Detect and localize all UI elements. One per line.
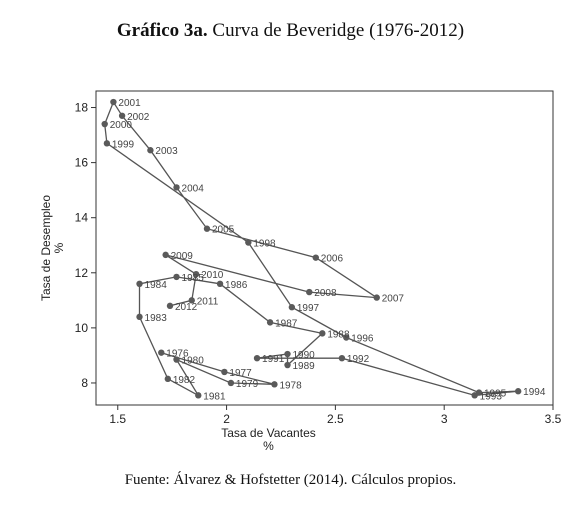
data-point-1987: [266, 319, 274, 326]
data-point-1991: [253, 354, 261, 362]
data-point-2008: [306, 288, 313, 296]
point-label-2003: 2003: [155, 146, 178, 157]
data-point-2006: [312, 254, 319, 261]
chart-title-text: Curva de Beveridge (1976-2012): [207, 20, 465, 41]
data-point-1995: [475, 389, 483, 396]
point-label-2011: 2011: [197, 296, 219, 307]
y-tick-label: 18: [75, 101, 89, 115]
data-point-2000: [101, 120, 108, 128]
data-point-2005: [203, 225, 211, 232]
data-point-1989: [284, 361, 291, 369]
data-point-1998: [245, 239, 252, 246]
x-axis-label: Tasa de Vacantes: [221, 426, 316, 440]
data-points: [101, 98, 522, 399]
data-point-1979: [227, 379, 235, 387]
data-point-2003: [147, 147, 154, 154]
point-label-2008: 2008: [314, 288, 337, 299]
data-point-1985: [173, 273, 180, 281]
y-axis-label: Tasa de Desempleo: [39, 195, 53, 301]
data-point-2010: [192, 270, 200, 278]
point-label-2001: 2001: [118, 98, 141, 109]
y-axis-unit: %: [52, 242, 66, 253]
y-tick-label: 16: [75, 156, 89, 170]
axis-ticks: 1.5 2 2.5 3 3.5 8 10 12 14 16 18: [75, 101, 562, 426]
point-label-2007: 2007: [382, 294, 405, 305]
point-label-2004: 2004: [182, 183, 205, 194]
point-label-1979: 1979: [236, 379, 259, 390]
point-label-1993: 1993: [480, 391, 503, 402]
data-point-1994: [514, 388, 522, 395]
x-axis-unit: %: [263, 439, 274, 453]
point-label-1996: 1996: [351, 334, 374, 345]
point-label-2006: 2006: [321, 254, 344, 265]
data-point-1978: [271, 381, 278, 388]
data-point-1982: [164, 375, 172, 383]
data-point-2001: [110, 98, 117, 106]
point-label-1987: 1987: [275, 318, 298, 329]
point-label-1981: 1981: [203, 391, 226, 402]
x-tick-label: 2: [223, 412, 230, 426]
point-label-1983: 1983: [145, 313, 168, 324]
data-point-2004: [173, 184, 180, 191]
x-tick-label: 3: [441, 412, 448, 426]
point-label-2005: 2005: [212, 225, 235, 236]
point-label-1998: 1998: [253, 238, 276, 249]
data-point-1976: [158, 349, 165, 356]
data-point-1999: [103, 140, 111, 147]
data-point-1983: [136, 313, 143, 321]
data-point-1984: [136, 280, 143, 288]
x-tick-label: 3.5: [545, 412, 562, 426]
data-point-2011: [188, 297, 195, 304]
x-tick-label: 2.5: [327, 412, 344, 426]
y-tick-label: 14: [75, 211, 89, 225]
chart-title: Gráfico 3a. Curva de Beveridge (1976-201…: [0, 20, 581, 42]
x-tick-label: 1.5: [109, 412, 126, 426]
data-point-1988: [319, 330, 326, 337]
point-label-1980: 1980: [182, 356, 205, 367]
y-tick-label: 8: [81, 376, 88, 390]
point-label-1977: 1977: [229, 368, 252, 379]
point-label-1995: 1995: [484, 389, 507, 400]
data-point-1997: [288, 304, 296, 311]
point-label-2000: 2000: [110, 120, 133, 131]
point-label-1989: 1989: [293, 361, 316, 372]
point-label-1984: 1984: [145, 280, 168, 291]
point-label-1997: 1997: [297, 303, 320, 314]
point-label-2010: 2010: [201, 270, 224, 281]
point-label-1985: 1985: [182, 273, 205, 284]
data-point-1990: [284, 350, 291, 358]
point-label-1992: 1992: [347, 354, 370, 365]
point-label-1986: 1986: [225, 280, 248, 291]
point-label-2002: 2002: [127, 112, 150, 123]
y-tick-label: 10: [75, 321, 89, 335]
data-point-2012: [166, 302, 174, 310]
point-label-1991: 1991: [262, 354, 285, 365]
data-point-1977: [221, 368, 228, 376]
point-label-1976: 1976: [166, 349, 189, 360]
point-label-1999: 1999: [112, 139, 135, 150]
source-note: Fuente: Álvarez & Hofstetter (2014). Cál…: [124, 472, 457, 488]
data-point-1980: [173, 356, 180, 363]
point-label-1982: 1982: [173, 375, 196, 386]
point-label-1978: 1978: [279, 380, 302, 391]
data-point-1996: [343, 334, 350, 341]
chart-title-bold: Gráfico 3a.: [116, 20, 208, 41]
data-point-1992: [338, 354, 346, 362]
point-label-1990: 1990: [293, 350, 316, 361]
point-label-2009: 2009: [171, 251, 194, 262]
y-tick-label: 12: [75, 266, 89, 280]
point-labels: 1976 1977 1978 1979 1980 1981 1982 1983 1984 1985…: [110, 98, 546, 402]
point-label-1988: 1988: [327, 329, 350, 340]
point-label-2012: 2012: [175, 302, 198, 313]
data-point-1981: [195, 392, 202, 399]
data-point-2009: [162, 251, 169, 259]
data-point-1986: [216, 280, 224, 288]
data-point-2007: [373, 294, 380, 301]
point-label-1994: 1994: [523, 387, 546, 398]
plot-area-frame: [95, 90, 554, 406]
data-point-2002: [118, 112, 126, 119]
